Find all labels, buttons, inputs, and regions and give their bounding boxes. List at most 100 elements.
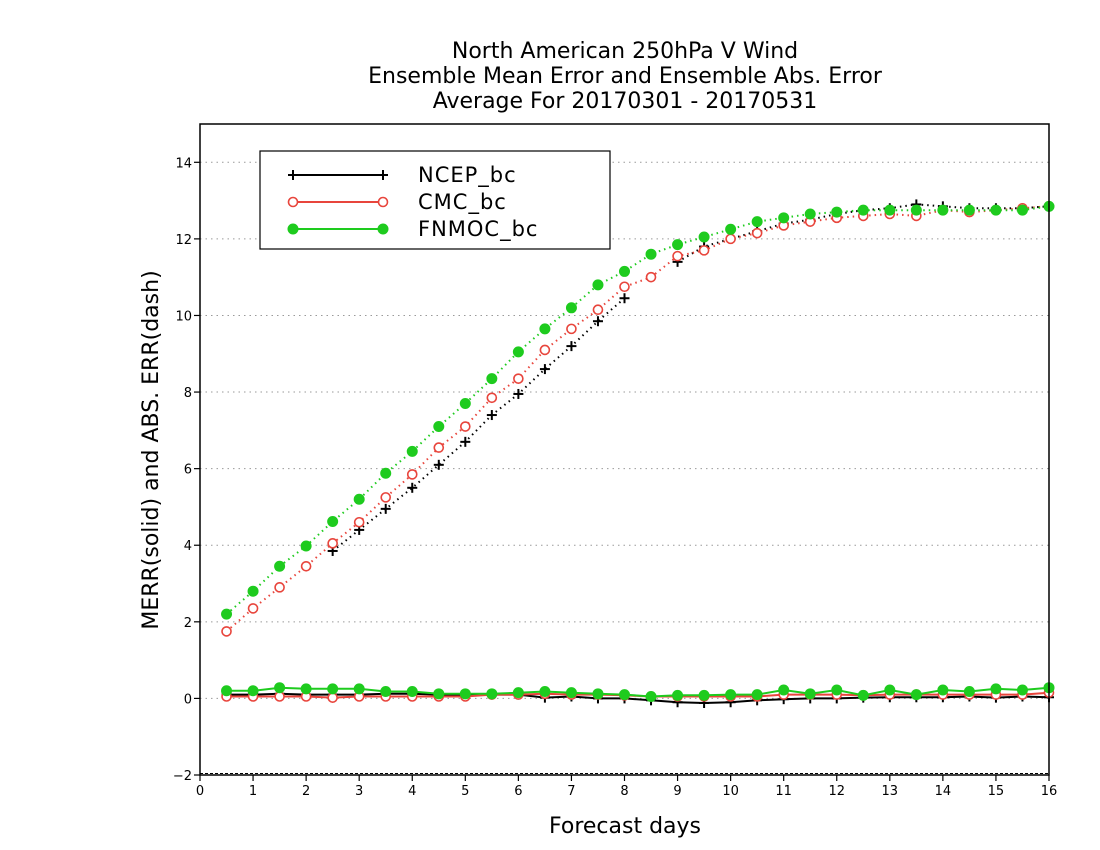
mean-error-point <box>565 687 577 699</box>
mean-error-point <box>645 690 657 702</box>
y-tick-label: 4 <box>184 539 192 554</box>
abs-error-point <box>380 467 392 479</box>
abs-error-point <box>592 304 604 316</box>
series-fnmoc-bc <box>221 200 1055 702</box>
y-tick-label: 12 <box>175 233 192 248</box>
x-tick-label: 11 <box>775 784 792 799</box>
abs-error-point <box>910 204 922 216</box>
abs-error-point <box>300 560 312 572</box>
abs-error-point <box>645 248 657 260</box>
mean-error-point <box>884 684 896 696</box>
y-axis-label: MERR(solid) and ABS. ERR(dash) <box>139 270 164 629</box>
abs-error-point <box>804 208 816 220</box>
mean-error-point <box>433 688 445 700</box>
mean-error-point <box>592 688 604 700</box>
abs-error-point <box>406 445 418 457</box>
mean-error-point <box>937 684 949 696</box>
abs-error-point <box>353 516 365 528</box>
gridlines <box>200 161 1049 774</box>
title-line-2: Ensemble Mean Error and Ensemble Abs. Er… <box>368 64 883 89</box>
mean-error-point <box>910 689 922 701</box>
abs-error-point <box>247 603 259 614</box>
abs-error-point <box>698 231 710 243</box>
abs-error-point <box>884 204 896 216</box>
abs-error-point <box>327 515 339 527</box>
x-tick-label: 2 <box>302 784 310 799</box>
legend-marker <box>288 170 298 180</box>
legend-item-cmc-bc: CMC_bc <box>287 190 507 215</box>
legend-marker <box>378 170 388 180</box>
mean-error-point <box>380 686 392 698</box>
abs-error-point <box>539 323 551 335</box>
abs-error-point <box>274 560 286 572</box>
abs-error-point <box>460 421 471 432</box>
legend-marker <box>377 223 389 235</box>
abs-error-point <box>857 204 869 216</box>
abs-error-point <box>592 316 603 327</box>
mean-error-point <box>804 688 816 700</box>
abs-error-point <box>831 206 843 218</box>
mean-error-point <box>327 683 339 695</box>
mean-error-point <box>274 691 285 702</box>
abs-error-point <box>672 239 684 251</box>
abs-error-point <box>460 436 471 447</box>
abs-error-point <box>274 582 285 593</box>
mean-error-point <box>539 686 551 698</box>
mean-error-point <box>512 687 524 699</box>
title-line-1: North American 250hPa V Wind <box>452 39 798 64</box>
abs-error-point <box>433 459 444 470</box>
abs-error-point <box>539 344 551 356</box>
abs-error-point <box>645 271 657 283</box>
mean-error-point <box>831 684 843 696</box>
x-tick-label: 5 <box>461 784 469 799</box>
y-tick-label: 8 <box>184 386 192 401</box>
x-tick-label: 3 <box>355 784 363 799</box>
abs-error-point <box>990 204 1002 216</box>
x-tick-label: 13 <box>882 784 899 799</box>
mean-error-point <box>990 683 1002 695</box>
y-tick-label: −2 <box>173 769 192 784</box>
mean-error-point <box>725 689 737 701</box>
series-cmc-bc <box>221 201 1055 703</box>
mean-error-point <box>327 692 338 703</box>
mean-error-point <box>300 683 312 695</box>
abs-error-line <box>225 205 1050 615</box>
abs-error-point <box>512 346 524 358</box>
abs-error-point <box>433 421 445 433</box>
legend-marker <box>287 196 299 208</box>
mean-error-point <box>274 682 286 694</box>
x-tick-label: 8 <box>620 784 628 799</box>
legend-item-fnmoc-bc: FNMOC_bc <box>287 217 537 242</box>
mean-error-point <box>1016 684 1028 696</box>
legend-item-ncep-bc: NCEP_bc <box>288 163 517 188</box>
x-tick-label: 4 <box>408 784 416 799</box>
x-tick-label: 16 <box>1041 784 1058 799</box>
abs-error-point <box>380 492 392 503</box>
abs-error-point <box>619 293 630 304</box>
x-tick-label: 12 <box>828 784 845 799</box>
mean-error-point <box>672 689 684 701</box>
y-tick-label: 6 <box>184 463 192 478</box>
mean-error-point <box>778 684 790 696</box>
abs-error-point <box>433 442 445 453</box>
abs-error-point <box>619 281 630 293</box>
abs-error-point <box>353 493 365 505</box>
abs-error-point <box>380 503 391 514</box>
abs-error-point <box>486 392 498 404</box>
mean-error-point <box>486 688 498 700</box>
x-tick-label: 6 <box>514 784 522 799</box>
y-tick-label: 2 <box>184 616 192 631</box>
abs-error-line <box>225 205 1050 633</box>
mean-error-point <box>857 689 869 701</box>
series-layer <box>221 199 1055 709</box>
legend-marker <box>377 196 389 208</box>
abs-error-point <box>565 302 577 314</box>
mean-error-point <box>751 689 763 701</box>
legend-label: NCEP_bc <box>418 163 517 188</box>
legend-label: CMC_bc <box>418 190 507 215</box>
legend-marker <box>287 223 299 235</box>
abs-error-point <box>300 540 312 552</box>
